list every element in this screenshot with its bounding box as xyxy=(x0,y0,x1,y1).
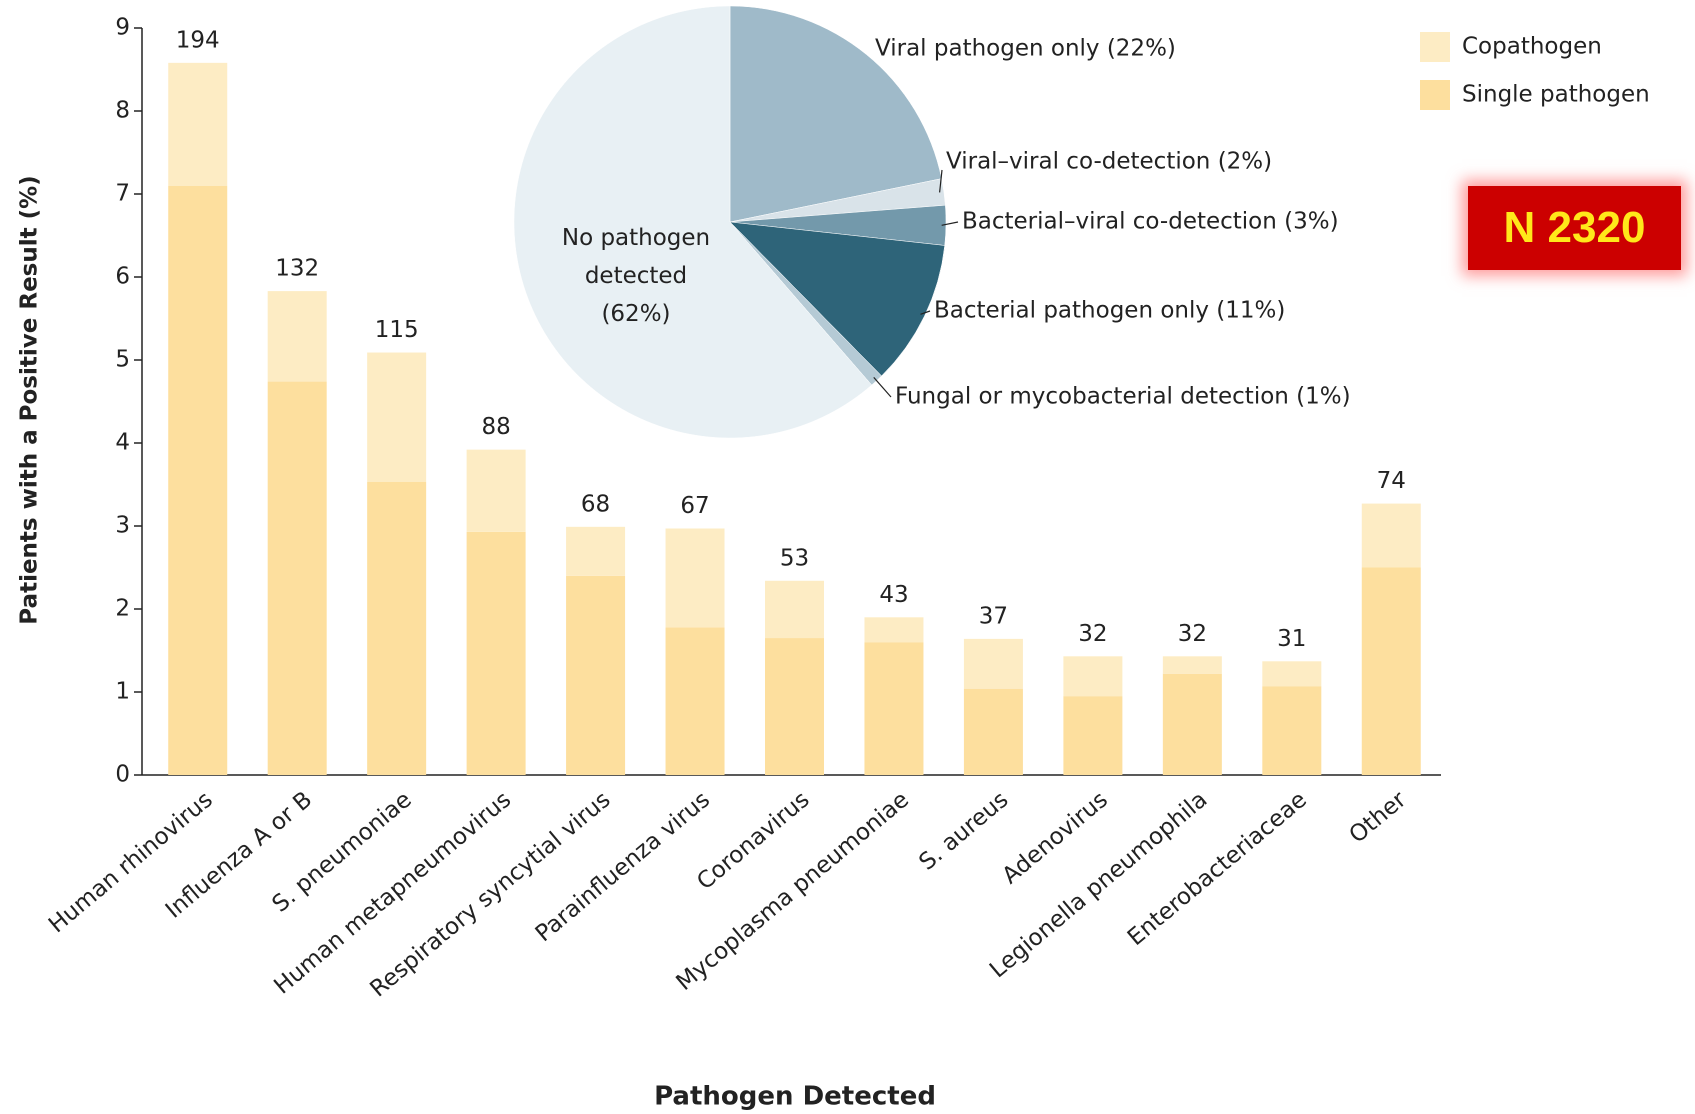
pie-label: Bacterial–viral co-detection (3%) xyxy=(962,209,1339,235)
bar-segment xyxy=(566,526,626,576)
bar-segment xyxy=(466,531,526,775)
y-tick-label: 2 xyxy=(115,596,130,622)
sample-size-badge: N 2320 xyxy=(1468,186,1681,270)
y-tick-label: 5 xyxy=(115,347,130,373)
pie-label: Fungal or mycobacterial detection (1%) xyxy=(895,384,1351,410)
y-tick-label: 6 xyxy=(115,264,130,290)
bar-segment xyxy=(963,688,1023,775)
x-tick-label: S. aureus xyxy=(914,787,1013,876)
pie-label: Viral pathogen only (22%) xyxy=(875,36,1176,62)
bar-segment xyxy=(1262,686,1322,775)
y-tick-label: 7 xyxy=(115,181,130,207)
bar-segment xyxy=(765,638,824,775)
x-axis-title: Pathogen Detected xyxy=(654,1082,936,1112)
pie-label: No pathogen detected (62%) xyxy=(562,225,710,327)
count-label: 68 xyxy=(581,491,610,517)
y-tick-label: 4 xyxy=(115,430,130,456)
x-tick-label: Parainfluenza virus xyxy=(531,787,715,948)
count-label: 53 xyxy=(780,545,809,571)
count-label: 43 xyxy=(879,582,908,608)
count-label: 32 xyxy=(1178,621,1207,647)
bar-segment xyxy=(267,291,327,382)
legend-label: Copathogen xyxy=(1462,34,1602,60)
bar-segment xyxy=(1063,696,1123,775)
count-label: 88 xyxy=(481,414,510,440)
bar-segment xyxy=(1162,656,1222,674)
legend-label: Single pathogen xyxy=(1462,82,1650,108)
bar-segment xyxy=(1361,503,1421,568)
y-tick-label: 8 xyxy=(115,98,130,124)
bar-segment xyxy=(1262,661,1322,687)
y-tick-label: 3 xyxy=(115,513,130,539)
bar-segment xyxy=(1361,567,1421,775)
x-tick-label: Other xyxy=(1345,786,1412,848)
bar-segment xyxy=(367,352,427,483)
x-tick-label: Enterobacteriaceae xyxy=(1123,787,1312,951)
leader-line xyxy=(920,310,931,315)
pie-slice xyxy=(513,5,873,439)
bar-segment xyxy=(665,627,725,775)
leader-line xyxy=(939,169,943,193)
leader-line xyxy=(873,376,892,398)
y-tick-label: 9 xyxy=(115,15,130,41)
pie-slice xyxy=(729,5,942,223)
pie-slice xyxy=(729,221,945,377)
bar-segment xyxy=(1063,656,1123,697)
count-label: 132 xyxy=(275,256,319,282)
bar-segment xyxy=(864,642,924,775)
x-tick-label: Human rhinovirus xyxy=(44,787,218,939)
bar-segment xyxy=(566,575,626,775)
count-label: 115 xyxy=(375,317,419,343)
y-tick-label: 0 xyxy=(115,762,130,788)
bar-segment xyxy=(168,62,228,186)
count-label: 74 xyxy=(1377,468,1406,494)
bar-segment xyxy=(665,528,725,628)
bar-segment xyxy=(466,449,526,532)
bar-segment xyxy=(864,617,924,643)
y-tick-label: 1 xyxy=(115,679,130,705)
legend-swatch xyxy=(1420,80,1450,110)
bar-segment xyxy=(367,482,427,775)
count-label: 67 xyxy=(680,493,709,519)
leader-line xyxy=(941,221,959,226)
pie-label: Viral–viral co-detection (2%) xyxy=(946,149,1272,175)
bar-segment xyxy=(1162,673,1222,775)
y-axis-title: Patients with a Positive Result (%) xyxy=(17,175,43,624)
bar-segment xyxy=(963,638,1023,689)
count-label: 37 xyxy=(979,603,1008,629)
pie-label: Bacterial pathogen only (11%) xyxy=(934,298,1285,324)
count-label: 31 xyxy=(1277,626,1306,652)
count-label: 32 xyxy=(1078,621,1107,647)
count-label: 194 xyxy=(176,27,220,53)
legend-swatch xyxy=(1420,32,1450,62)
bar-segment xyxy=(765,580,824,639)
bar-segment xyxy=(267,381,327,775)
bar-segment xyxy=(168,185,228,775)
